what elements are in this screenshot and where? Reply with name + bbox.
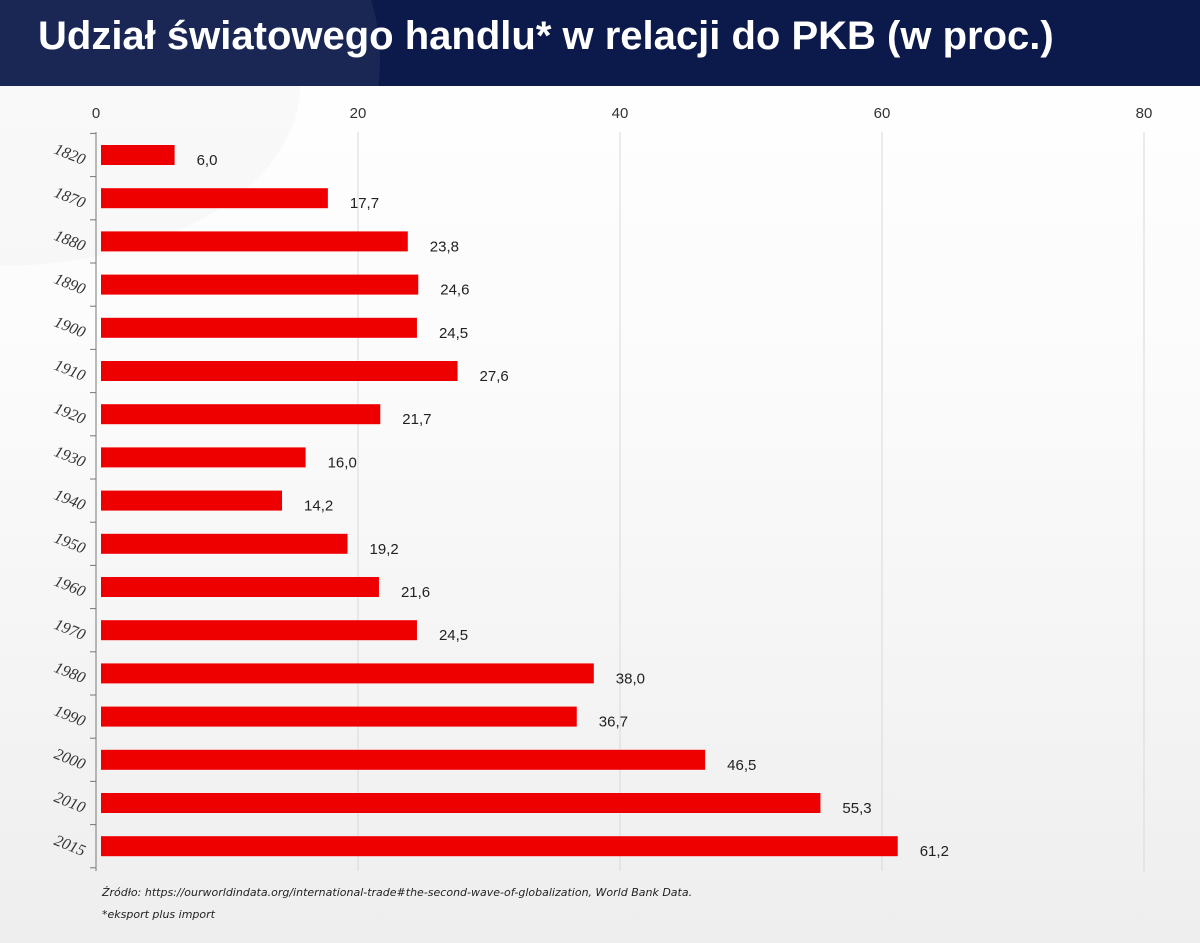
category-label: 1880 bbox=[52, 227, 88, 255]
category-label: 1980 bbox=[52, 659, 88, 687]
category-label: 2015 bbox=[52, 832, 88, 860]
data-label: 24,5 bbox=[439, 325, 468, 342]
bar bbox=[101, 620, 417, 641]
data-label: 21,6 bbox=[401, 584, 430, 601]
x-tick-label: 40 bbox=[612, 105, 629, 122]
category-label: 1990 bbox=[52, 703, 88, 731]
data-label: 19,2 bbox=[370, 541, 399, 558]
x-tick-label: 0 bbox=[92, 105, 100, 122]
bar bbox=[101, 361, 458, 381]
data-label: 23,8 bbox=[430, 238, 459, 255]
bar bbox=[101, 447, 306, 468]
data-label: 17,7 bbox=[350, 195, 379, 212]
category-label: 1910 bbox=[52, 357, 88, 385]
title-banner: Udział światowego handlu* w relacji do P… bbox=[0, 0, 1200, 270]
data-label: 46,5 bbox=[727, 757, 756, 774]
x-tick-label: 80 bbox=[1136, 105, 1153, 122]
chart-title: Udział światowego handlu* w relacji do P… bbox=[38, 14, 1054, 58]
bar bbox=[101, 490, 283, 511]
bar bbox=[101, 404, 381, 425]
bar bbox=[101, 706, 577, 727]
bar bbox=[101, 749, 706, 770]
bar bbox=[101, 793, 821, 813]
data-label: 36,7 bbox=[599, 714, 628, 731]
bar bbox=[101, 577, 379, 597]
trade-definition-footnote: *eksport plus import bbox=[102, 908, 215, 921]
category-label: 1930 bbox=[52, 443, 88, 471]
bar bbox=[101, 836, 898, 857]
bar bbox=[101, 145, 175, 165]
data-label: 6,0 bbox=[197, 152, 218, 169]
data-label: 27,6 bbox=[480, 368, 509, 385]
bar bbox=[101, 663, 594, 684]
x-tick-label: 20 bbox=[350, 105, 367, 122]
source-footnote: Źródło: https://ourworldindata.org/inter… bbox=[102, 886, 693, 899]
category-label: 1950 bbox=[52, 530, 88, 558]
x-tick-label: 60 bbox=[874, 105, 891, 122]
data-label: 24,5 bbox=[439, 627, 468, 644]
bar bbox=[101, 188, 328, 209]
category-label: 1870 bbox=[52, 184, 88, 212]
bar bbox=[101, 317, 417, 338]
data-label: 24,6 bbox=[440, 282, 469, 299]
category-label: 1820 bbox=[52, 141, 88, 169]
category-label: 1940 bbox=[52, 487, 88, 515]
data-label: 14,2 bbox=[304, 498, 333, 515]
data-label: 61,2 bbox=[920, 843, 949, 860]
data-label: 55,3 bbox=[842, 800, 871, 817]
category-label: 1900 bbox=[52, 314, 88, 342]
data-label: 38,0 bbox=[616, 670, 645, 687]
bar-chart: 0 20 40 60 80 1820 6,0 1870 17,7 1880 23,8 1890 24,6… bbox=[52, 105, 1153, 871]
bar bbox=[101, 533, 348, 554]
data-label: 16,0 bbox=[328, 454, 357, 471]
data-label: 21,7 bbox=[402, 411, 431, 428]
category-label: 1920 bbox=[52, 400, 88, 428]
category-label: 1960 bbox=[52, 573, 88, 601]
category-label: 2010 bbox=[52, 789, 88, 817]
bar bbox=[101, 231, 408, 252]
category-label: 1970 bbox=[52, 616, 88, 644]
bar bbox=[101, 274, 419, 295]
category-label: 2000 bbox=[52, 746, 88, 774]
category-label: 1890 bbox=[52, 271, 88, 299]
